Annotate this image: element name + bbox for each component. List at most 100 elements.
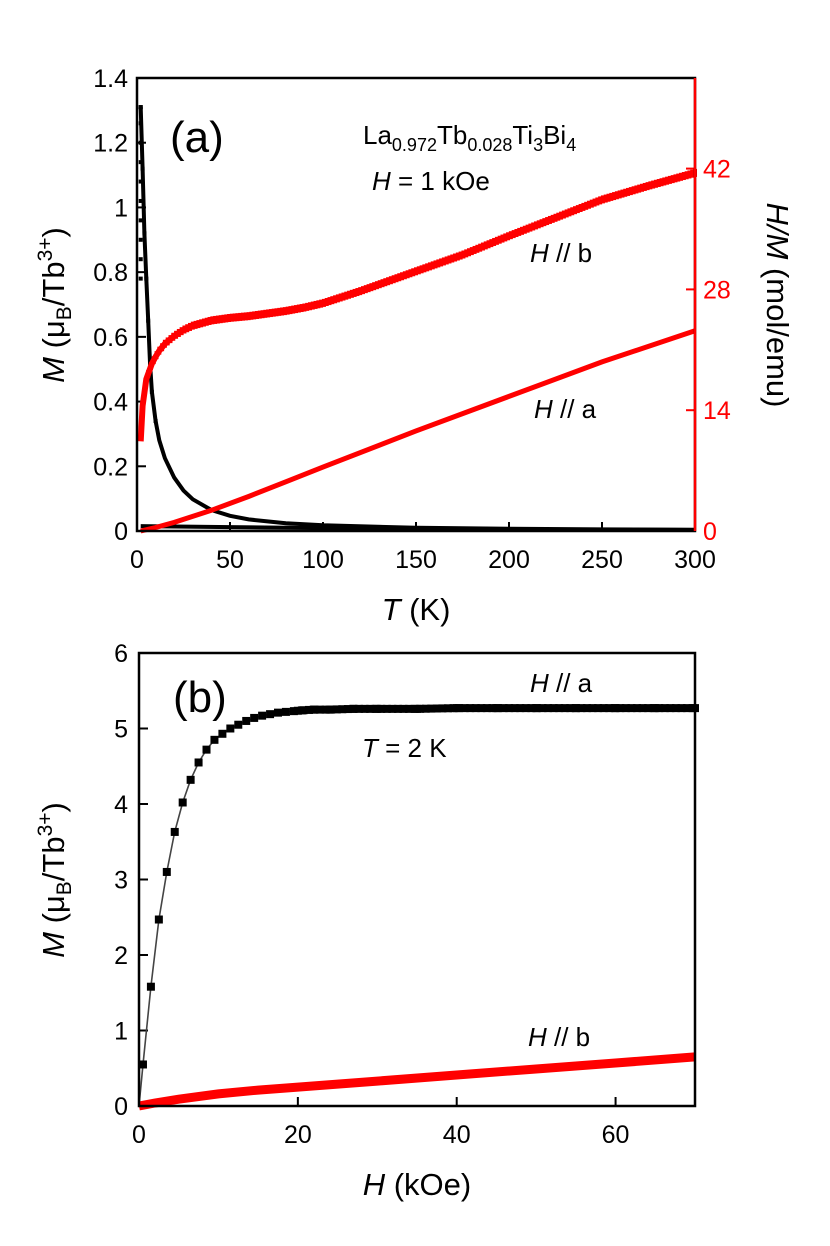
series-a-red-hb-point	[475, 244, 480, 253]
series-b-black-ha-point	[293, 706, 302, 715]
series-b-black-ha-point	[555, 704, 564, 713]
series-a-red-hb-point	[238, 312, 243, 321]
compound-part-bi: Bi	[543, 120, 566, 150]
series-a-black-hb-point	[146, 318, 151, 323]
series-b-black-ha-point	[154, 915, 163, 924]
series-a-red-hb-point	[154, 351, 159, 360]
series-b-black-ha-point	[281, 707, 290, 716]
y-tick-label: 0	[114, 518, 128, 546]
series-a-red-hb-point	[520, 226, 525, 235]
series-label-a-ha: H // a	[534, 394, 597, 424]
series-a-red-hb-point	[522, 225, 527, 234]
series-a-black-hb-point	[138, 179, 143, 184]
series-a-red-hb-point	[642, 182, 647, 191]
series-a-red-hb-point	[335, 294, 340, 303]
series-a-red-hb-point	[676, 173, 681, 182]
series-a-red-hb-point	[467, 248, 472, 257]
series-a-red-hb-point	[310, 301, 315, 310]
series-label-b-hb: H // b	[528, 1022, 590, 1052]
series-a-red-hb-point	[227, 314, 232, 323]
series-a-red-hb-point	[514, 229, 519, 238]
x-tick-label: 0	[130, 546, 144, 574]
series-a-red-hb-point	[221, 314, 226, 323]
series-a-red-hb-point	[213, 315, 218, 324]
series-a-red-hb-point	[687, 170, 692, 179]
x-tick-label: 100	[302, 546, 344, 574]
series-a-red-hb-point	[453, 253, 458, 262]
series-a-red-hb-point	[143, 381, 148, 390]
series-b-black-ha-point	[460, 704, 469, 713]
series-a-red-hb-point	[193, 320, 198, 329]
series-b-black-ha-point	[455, 704, 464, 713]
y2-tick-label: 14	[703, 397, 731, 425]
series-a-red-hb-point	[218, 315, 223, 324]
panel-a-tick-labels: 0 50 100 150 200 250 30000.20.40.60.811.21.401…	[93, 65, 731, 574]
series-a-red-hb-point	[282, 307, 287, 316]
y-tick-label: 2	[114, 942, 128, 970]
series-a-red-hb-point	[330, 296, 335, 305]
series-b-black-ha-point	[566, 704, 575, 713]
series-b-black-ha-point	[234, 720, 243, 729]
series-a-red-hb-point	[176, 328, 181, 337]
series-a-red-hb-point	[483, 241, 488, 250]
series-b-black-ha-point	[218, 729, 227, 738]
series-a-red-hb-point	[503, 233, 508, 242]
series-a-black-hb-point	[138, 140, 143, 145]
series-a-red-hb-point	[274, 308, 279, 317]
series-a-red-hb-point	[260, 310, 265, 319]
series-b-black-ha-point	[382, 704, 391, 713]
y2-tick-label: 0	[703, 518, 717, 546]
compound-sub-tb: 0.028	[467, 135, 512, 155]
series-a-red-hb-point	[578, 203, 583, 212]
series-a-red-hb-point	[374, 281, 379, 290]
series-b-black-ha-point	[146, 982, 155, 991]
series-a-red-hb-point	[182, 325, 187, 334]
series-a-red-hb-point	[341, 292, 346, 301]
series-b-black-ha-point	[488, 704, 497, 713]
series-b-black-ha-point	[516, 704, 525, 713]
series-a-red-hb-point	[690, 169, 695, 178]
series-b-black-ha-point	[655, 704, 664, 713]
series-a-red-hb-point	[327, 297, 332, 306]
panel-a: 0 50 100 150 200 250 30000.20.40.60.811.21.401…	[34, 65, 795, 627]
series-a-red-hb-point	[162, 339, 167, 348]
series-a-red-hb-point	[609, 192, 614, 201]
series-a-red-hb-point	[386, 277, 391, 286]
x-tick-label: 40	[443, 1121, 471, 1149]
series-a-red-hb-point	[603, 194, 608, 203]
series-a-red-hb-point	[165, 337, 170, 346]
series-b-black-ha-point	[316, 705, 325, 714]
series-a-red-hb-point	[358, 287, 363, 296]
series-b-black-ha-point	[162, 867, 171, 876]
series-b-black-ha-point	[477, 704, 486, 713]
series-a-red-hb-point	[271, 308, 276, 317]
series-b-black-ha-point	[449, 704, 458, 713]
series-a-red-hb-point	[338, 293, 343, 302]
y-tick-label: 6	[114, 640, 128, 668]
series-a-red-hb-point	[207, 316, 212, 325]
series-a-red-hb-point	[360, 286, 365, 295]
series-a-red-hb-point	[294, 305, 299, 314]
series-a-black-ha-line	[140, 524, 696, 532]
series-a-black-hb-point	[138, 105, 143, 110]
series-b-black-ha-point	[521, 704, 530, 713]
series-b-black-ha-point	[560, 704, 569, 713]
x-tick-label: 250	[581, 546, 623, 574]
series-a-red-hb-point	[168, 335, 173, 344]
series-a-red-hb-point	[531, 222, 536, 231]
series-a-red-hb-point	[151, 356, 156, 365]
series-a-red-hb-point	[394, 274, 399, 283]
series-b-black-ha-point	[571, 704, 580, 713]
series-a-red-hb-point	[631, 186, 636, 195]
series-b-black-ha-line	[138, 707, 695, 1107]
series-b-black-ha-point	[633, 704, 642, 713]
series-b-black-ha-point	[427, 704, 436, 713]
series-a-red-hb-point	[639, 183, 644, 192]
series-a-red-hb-point	[148, 362, 153, 371]
x-tick-label: 20	[284, 1121, 312, 1149]
series-a-red-hb-point	[263, 309, 268, 318]
series-b-black-ha-point	[471, 704, 480, 713]
series-a-red-hb-point	[489, 239, 494, 248]
series-a-red-hb-point	[252, 311, 257, 320]
